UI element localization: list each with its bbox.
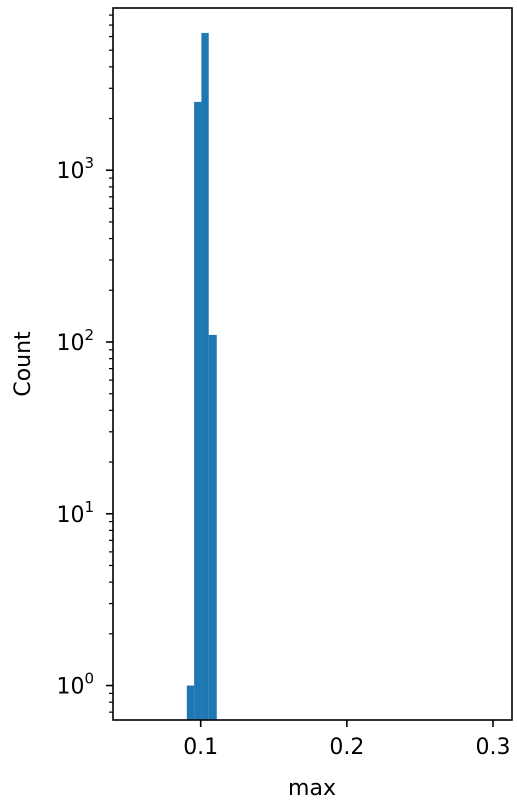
plot-frame (112, 7, 513, 721)
histogram-bar-3 (208, 334, 217, 720)
x-axis-ticks: 0.1 0.2 0.3 (183, 720, 511, 760)
y-tick-label-2: 102 (56, 326, 94, 356)
histogram-bar-2 (201, 32, 209, 721)
x-tick-label-2: 0.3 (476, 735, 511, 760)
histogram-bar-1 (194, 101, 202, 720)
histogram-bar-0 (186, 685, 195, 720)
x-axis-label: max (288, 776, 336, 801)
x-tick-label-0: 0.1 (183, 735, 218, 760)
y-tick-label-0: 100 (56, 670, 94, 700)
y-tick-label-1: 101 (56, 498, 94, 528)
x-tick-label-1: 0.2 (329, 735, 364, 760)
histogram-bars (186, 32, 217, 721)
y-axis-label: Count (11, 331, 36, 397)
y-tick-label-3: 103 (56, 154, 94, 184)
